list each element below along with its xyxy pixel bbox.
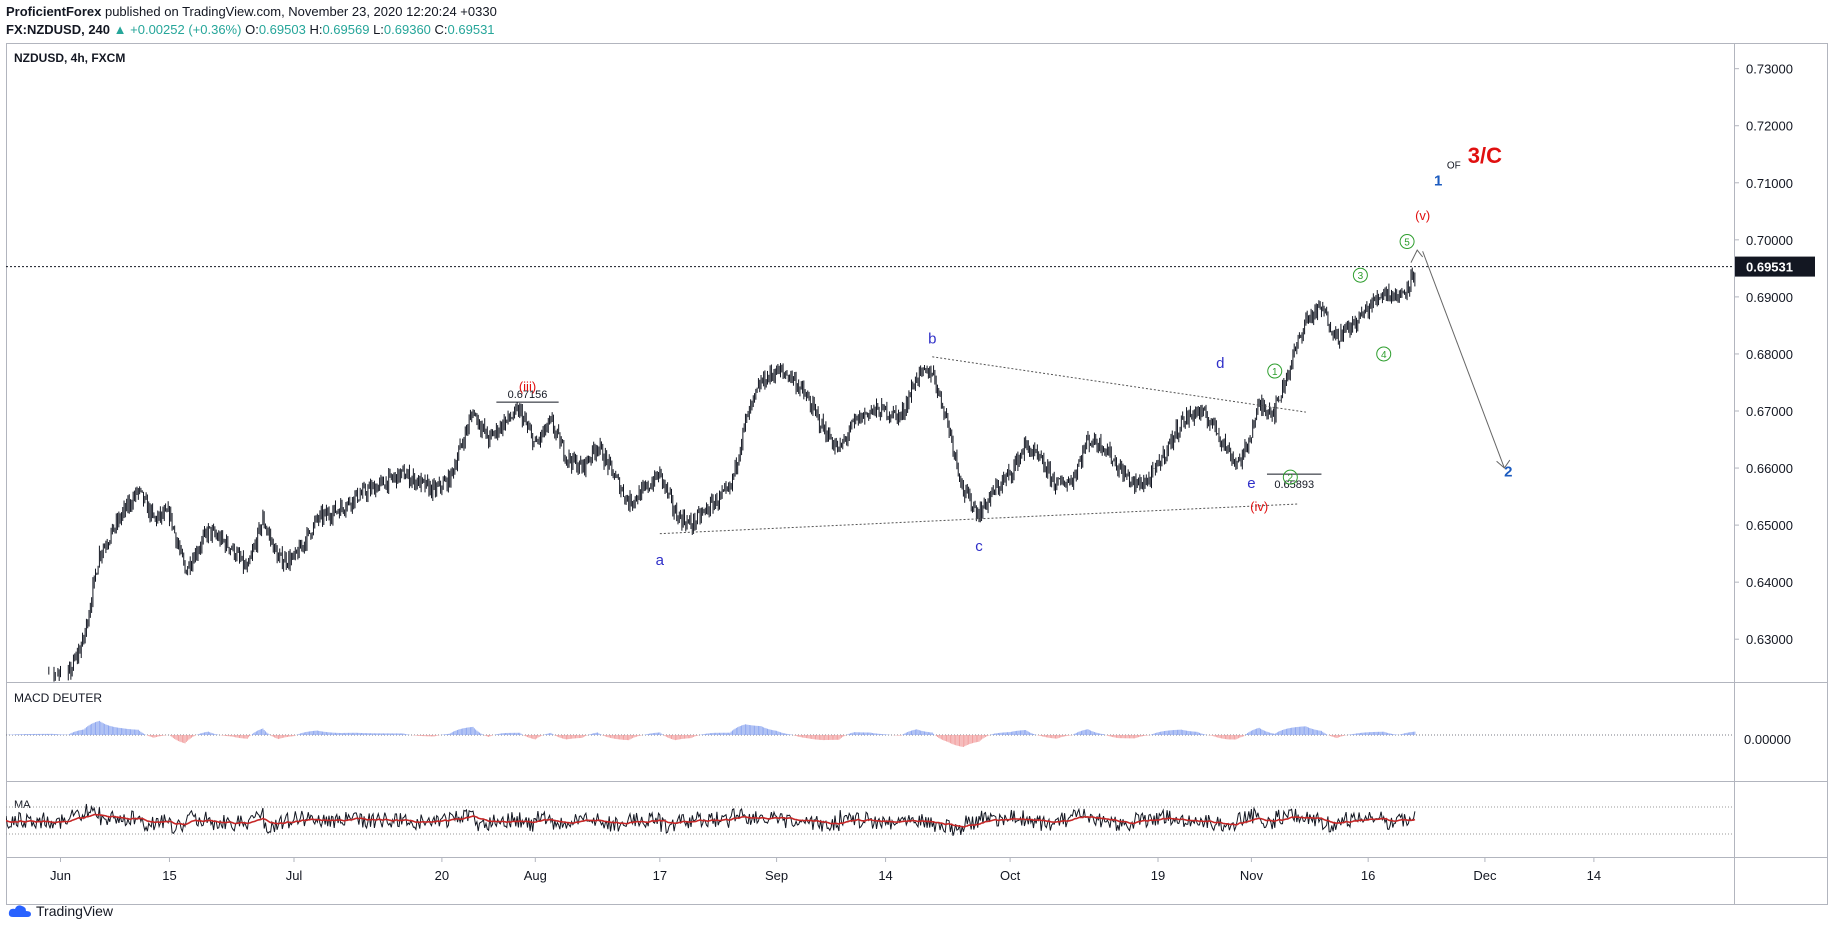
chart-svg[interactable]: NZDUSD, 4h, FXCM MACD DEUTER MA 0.73000 0…: [5, 43, 1828, 905]
y-tick-label: 0.69000: [1746, 290, 1793, 305]
last-price-box: [1735, 256, 1815, 277]
x-tick-label: Jul: [286, 868, 303, 883]
rsi-ma-label: MA: [14, 799, 31, 811]
brand-text: TradingView: [36, 903, 114, 919]
tradingview-brand[interactable]: TradingView: [8, 903, 113, 919]
x-tick-label: Nov: [1240, 868, 1264, 883]
y-tick-label: 0.63000: [1746, 632, 1793, 647]
wave-label: c: [975, 538, 983, 555]
level-label: 0.67156: [508, 389, 548, 401]
last-price-label: 0.69531: [1746, 260, 1793, 275]
circled-wave-marker: [1376, 346, 1392, 362]
projection-arrow-head: [1496, 459, 1511, 469]
x-tick-label: Sep: [765, 868, 788, 883]
y-tick-label: 0.65000: [1746, 518, 1793, 533]
ohlc-line: FX:NZDUSD, 240 ▲ +0.00252 (+0.36%) O:0.6…: [6, 22, 495, 37]
circled-wave-marker: [1352, 267, 1368, 283]
y-tick-label: 0.64000: [1746, 575, 1793, 590]
wave-label: OF: [1447, 161, 1461, 172]
circled-wave-label: 2: [1288, 473, 1294, 484]
y-tick-label: 0.72000: [1746, 119, 1793, 134]
macd-label: MACD DEUTER: [14, 691, 102, 705]
circled-wave-marker: [1267, 363, 1283, 379]
triangle-upper-line: [932, 356, 1306, 413]
y-tick-label: 0.73000: [1746, 62, 1793, 77]
chart-container[interactable]: NZDUSD, 4h, FXCM MACD DEUTER MA 0.73000 0…: [5, 43, 1828, 905]
wave-label: (v): [1415, 208, 1430, 223]
symbol-timeframe: FX:NZDUSD, 240: [6, 22, 111, 37]
y-tick-label: 0.71000: [1746, 176, 1793, 191]
wave-label: (iv): [1250, 499, 1268, 514]
x-tick-label: Dec: [1473, 868, 1497, 883]
high-label: H:: [309, 22, 323, 37]
circled-wave-label: 4: [1381, 350, 1387, 361]
wave-label: 2: [1504, 464, 1512, 481]
circled-wave-marker: [1282, 469, 1298, 485]
low-label: L:: [373, 22, 384, 37]
circled-wave-marker: [1399, 234, 1415, 250]
wave-label: d: [1216, 355, 1224, 372]
wave-label: e: [1247, 475, 1255, 492]
circled-wave-label: 1: [1272, 367, 1278, 378]
triangle-lower-line: [659, 503, 1299, 535]
y-tick-label: 0.67000: [1746, 404, 1793, 419]
projection-arrow: [1422, 251, 1505, 469]
wave-label: (iii): [519, 379, 536, 394]
y-tick-label: 0.70000: [1746, 233, 1793, 248]
x-tick-label: Oct: [1000, 868, 1021, 883]
x-tick-label: 16: [1361, 868, 1375, 883]
wave-label: b: [928, 331, 936, 348]
x-tick-label: 17: [653, 868, 667, 883]
open-label: O:: [245, 22, 259, 37]
y-tick-label: 0.66000: [1746, 461, 1793, 476]
macd-zero-label: 0.00000: [1744, 732, 1791, 747]
y-tick-label: 0.68000: [1746, 347, 1793, 362]
price-change: ▲ +0.00252 (+0.36%): [113, 22, 242, 37]
publish-date: published on TradingView.com, November 2…: [101, 4, 497, 19]
tradingview-cloud-icon: [8, 905, 31, 917]
close-label: C:: [434, 22, 448, 37]
wave-label: 1: [1434, 173, 1442, 190]
high-value: 0.69569: [322, 22, 370, 37]
x-tick-label: 20: [435, 868, 449, 883]
level-label: 0.65893: [1274, 479, 1314, 491]
circled-wave-label: 5: [1404, 238, 1410, 249]
x-tick-label: 19: [1151, 868, 1165, 883]
x-tick-label: 15: [162, 868, 176, 883]
x-tick-label: Jun: [50, 868, 71, 883]
rsi-ma-line: [5, 813, 1416, 828]
x-tick-label: 14: [1587, 868, 1601, 883]
open-value: 0.69503: [258, 22, 306, 37]
wave-label: 3/C: [1468, 143, 1502, 168]
wave-label: a: [656, 552, 665, 569]
low-value: 0.69360: [383, 22, 431, 37]
arrow-wave-5: [1410, 249, 1424, 263]
author-name[interactable]: ProficientForex: [6, 4, 102, 19]
close-value: 0.69531: [447, 22, 495, 37]
chart-border: [6, 43, 1828, 905]
circled-wave-label: 3: [1358, 271, 1364, 282]
x-tick-label: Aug: [524, 868, 547, 883]
chart-title: NZDUSD, 4h, FXCM: [14, 51, 125, 65]
x-tick-label: 14: [878, 868, 892, 883]
publish-info: ProficientForex published on TradingView…: [6, 4, 497, 19]
